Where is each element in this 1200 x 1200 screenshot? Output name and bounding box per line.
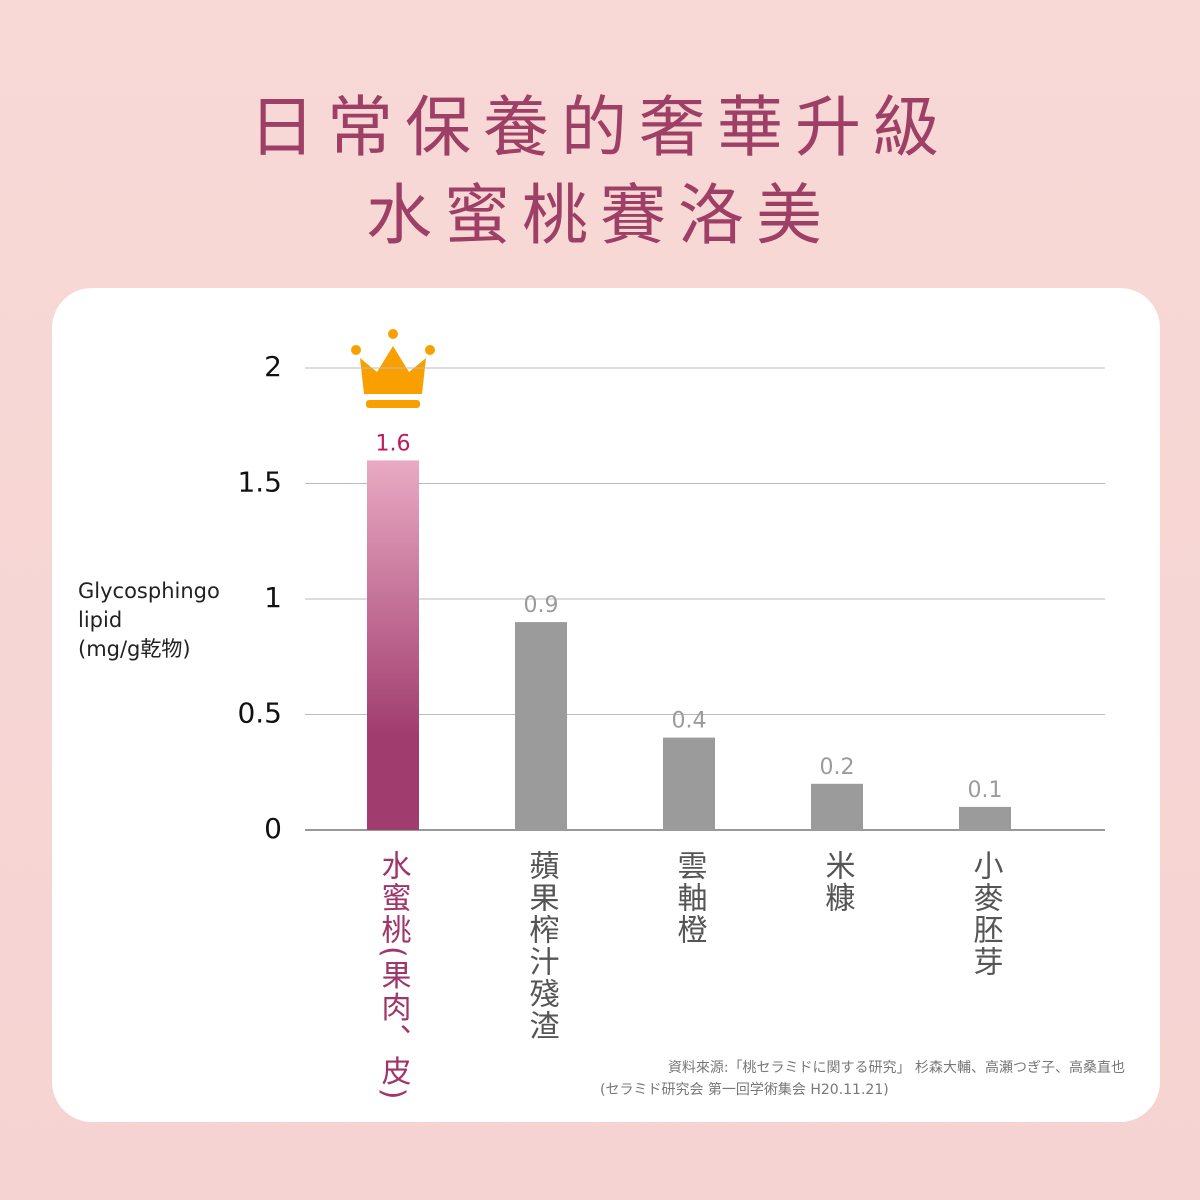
x-tick-label: 水蜜桃(果肉、皮): [376, 850, 412, 1101]
card: [52, 288, 1160, 1122]
y-tick-label: 1: [264, 581, 282, 614]
x-tick-label: 小麥胚芽: [968, 850, 1004, 978]
value-label: 0.4: [672, 709, 707, 734]
y-tick-label: 1.5: [237, 466, 282, 499]
value-label: 0.1: [968, 778, 1003, 803]
y-axis-label: lipid: [78, 608, 122, 632]
bar: [959, 806, 1011, 830]
source: 資料來源:「桃セラミドに関する研究」 杉森大輔、高瀬つぎ子、高桑直也: [668, 1059, 1125, 1076]
x-tick-label: 雲軸橙: [672, 850, 708, 946]
y-axis-label: Glycosphingo: [78, 579, 220, 603]
title: 水蜜桃賽洛美: [366, 177, 834, 254]
y-tick-label: 0.5: [237, 697, 282, 730]
bar: [811, 783, 863, 830]
y-axis-label: (mg/g乾物): [78, 637, 191, 661]
value-label: 1.6: [376, 431, 411, 456]
source: (セラミド研究会 第一回学術集会 H20.11.21): [600, 1081, 889, 1098]
bar: [515, 622, 567, 830]
x-tick-label: 蘋果榨汁殘渣: [524, 850, 560, 1042]
bar: [367, 460, 419, 830]
value-label: 0.9: [524, 593, 559, 618]
bar: [663, 737, 715, 830]
y-tick-label: 0: [264, 812, 282, 845]
x-tick-label: 米糠: [820, 850, 856, 914]
title: 日常保養的奢華升級: [249, 89, 951, 166]
value-label: 0.2: [820, 755, 855, 780]
y-tick-label: 2: [264, 350, 282, 383]
crown: [351, 329, 435, 408]
